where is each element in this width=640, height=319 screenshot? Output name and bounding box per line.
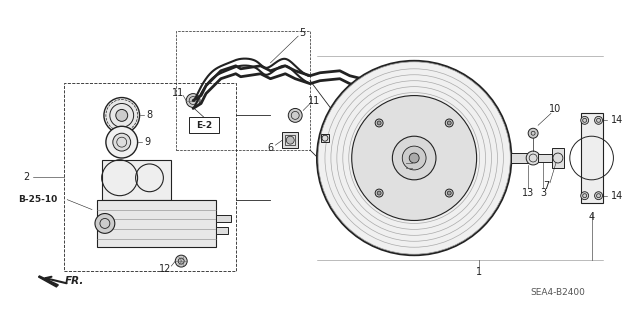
Circle shape: [115, 173, 125, 183]
Circle shape: [392, 136, 436, 180]
Circle shape: [409, 153, 419, 163]
Bar: [176, 31, 310, 150]
Circle shape: [116, 109, 128, 121]
Bar: [511, 153, 531, 163]
Circle shape: [145, 174, 154, 182]
Bar: [538, 154, 556, 162]
Text: 2: 2: [24, 172, 29, 182]
Circle shape: [553, 153, 563, 163]
Bar: [321, 134, 329, 142]
Circle shape: [186, 93, 200, 108]
Circle shape: [102, 160, 138, 196]
Circle shape: [377, 121, 381, 125]
Bar: [102, 160, 172, 200]
Bar: [285, 135, 295, 145]
Circle shape: [106, 126, 138, 158]
Text: 10: 10: [549, 104, 561, 115]
Text: 8: 8: [147, 110, 152, 120]
Circle shape: [113, 133, 131, 151]
Text: 11: 11: [172, 88, 184, 98]
Text: 5: 5: [299, 28, 305, 38]
Circle shape: [403, 146, 426, 170]
Circle shape: [445, 189, 453, 197]
Text: 12: 12: [159, 264, 172, 274]
Text: 14: 14: [611, 115, 623, 125]
Circle shape: [175, 255, 187, 267]
Bar: [552, 148, 564, 168]
Text: E-2: E-2: [196, 121, 212, 130]
Circle shape: [375, 119, 383, 127]
Circle shape: [288, 108, 302, 122]
Circle shape: [136, 164, 163, 192]
Circle shape: [286, 136, 294, 144]
Circle shape: [95, 213, 115, 234]
Bar: [97, 200, 216, 247]
Bar: [282, 132, 298, 148]
Bar: [189, 117, 219, 133]
Text: 13: 13: [522, 188, 534, 198]
Circle shape: [526, 151, 540, 165]
Text: 1: 1: [476, 267, 482, 277]
Circle shape: [104, 98, 140, 133]
Circle shape: [528, 128, 538, 138]
Circle shape: [445, 119, 453, 127]
Text: 3: 3: [540, 188, 546, 198]
Circle shape: [447, 121, 451, 125]
Circle shape: [377, 191, 381, 195]
Circle shape: [595, 116, 602, 124]
Text: 14: 14: [611, 191, 623, 201]
Circle shape: [580, 116, 589, 124]
Polygon shape: [38, 276, 58, 287]
Text: 7: 7: [543, 181, 549, 191]
Circle shape: [317, 61, 511, 255]
Circle shape: [375, 189, 383, 197]
Circle shape: [580, 192, 589, 200]
Text: SEA4-B2400: SEA4-B2400: [531, 288, 586, 297]
Bar: [216, 227, 228, 234]
Circle shape: [352, 96, 477, 220]
Text: 11: 11: [308, 95, 320, 106]
Bar: [64, 83, 236, 271]
Text: 9: 9: [145, 137, 150, 147]
Text: FR.: FR.: [65, 276, 84, 286]
Text: B-25-10: B-25-10: [18, 195, 57, 204]
Bar: [580, 114, 602, 203]
Circle shape: [447, 191, 451, 195]
Text: 4: 4: [589, 212, 595, 222]
Circle shape: [595, 192, 602, 200]
Text: 6: 6: [268, 143, 273, 153]
Bar: [216, 214, 231, 222]
